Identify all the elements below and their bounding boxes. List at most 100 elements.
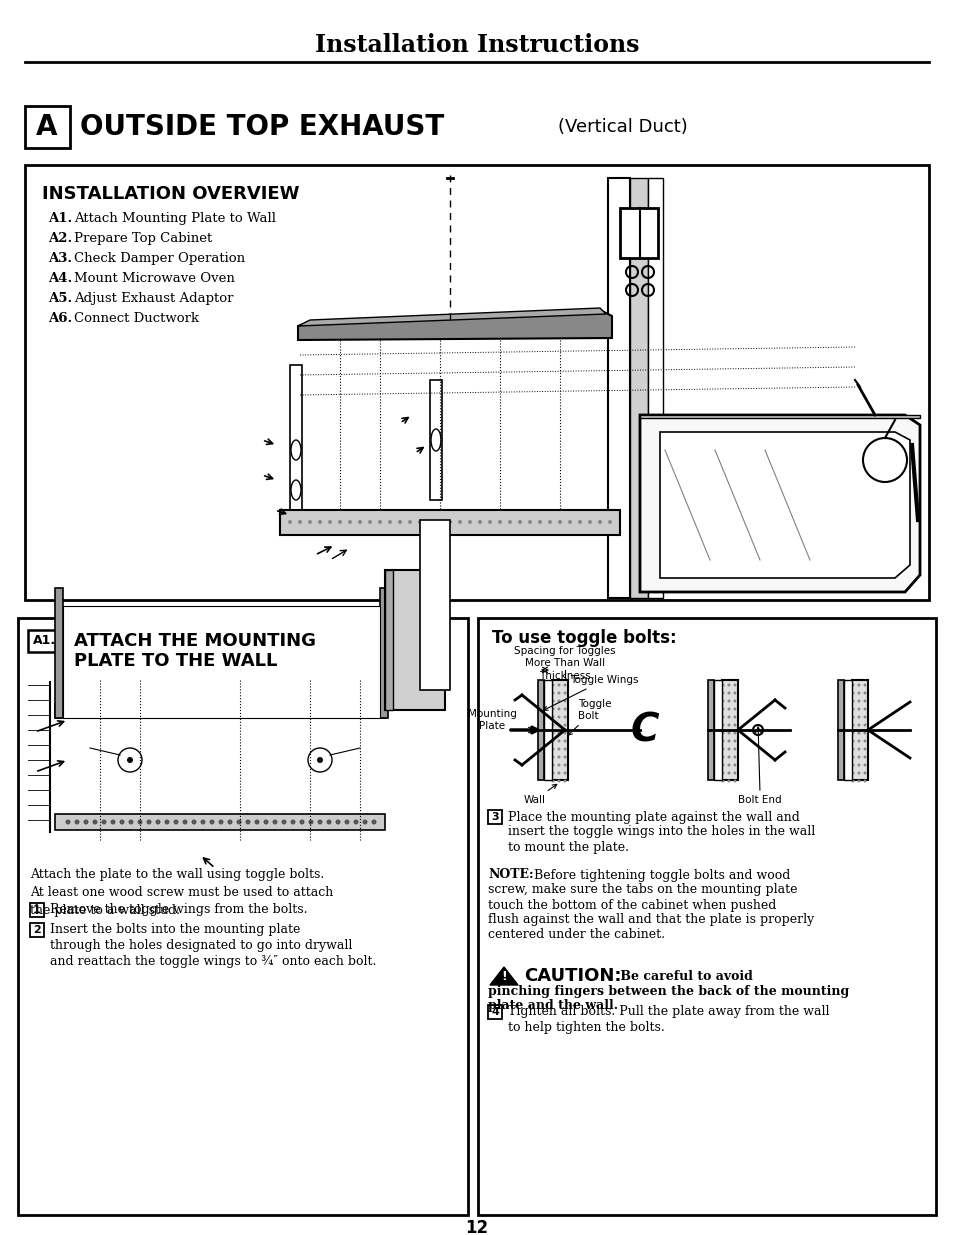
- Text: flush against the wall and that the plate is properly: flush against the wall and that the plat…: [488, 914, 814, 926]
- Circle shape: [720, 756, 723, 758]
- Bar: [543, 680, 552, 781]
- Bar: [290, 366, 302, 520]
- Circle shape: [720, 763, 723, 767]
- Circle shape: [448, 520, 452, 524]
- Ellipse shape: [291, 480, 301, 500]
- Circle shape: [557, 699, 560, 703]
- Circle shape: [851, 692, 854, 694]
- Circle shape: [557, 692, 560, 694]
- Circle shape: [551, 724, 554, 726]
- Circle shape: [857, 763, 860, 767]
- Bar: [851, 680, 867, 781]
- Circle shape: [851, 763, 854, 767]
- Text: A2.: A2.: [48, 232, 72, 245]
- Bar: [843, 680, 851, 781]
- Circle shape: [862, 699, 865, 703]
- Circle shape: [733, 740, 736, 742]
- Circle shape: [720, 779, 723, 783]
- Circle shape: [218, 820, 223, 825]
- Bar: [28, 630, 63, 652]
- Circle shape: [727, 740, 730, 742]
- Circle shape: [164, 820, 170, 825]
- Circle shape: [720, 740, 723, 742]
- Circle shape: [551, 747, 554, 751]
- Text: !: !: [500, 971, 506, 983]
- Text: A1.: A1.: [48, 212, 72, 225]
- Bar: [430, 380, 441, 500]
- Circle shape: [720, 747, 723, 751]
- Circle shape: [862, 763, 865, 767]
- Circle shape: [862, 731, 865, 735]
- Circle shape: [308, 520, 312, 524]
- Text: touch the bottom of the cabinet when pushed: touch the bottom of the cabinet when pus…: [488, 899, 776, 911]
- Circle shape: [862, 715, 865, 719]
- Circle shape: [563, 715, 566, 719]
- Bar: [30, 903, 44, 918]
- Bar: [30, 923, 44, 937]
- Circle shape: [317, 820, 322, 825]
- Circle shape: [563, 779, 566, 783]
- Circle shape: [857, 683, 860, 687]
- Circle shape: [335, 820, 340, 825]
- Text: and reattach the toggle wings to ¾″ onto each bolt.: and reattach the toggle wings to ¾″ onto…: [50, 956, 376, 968]
- Circle shape: [551, 699, 554, 703]
- Circle shape: [733, 731, 736, 735]
- Circle shape: [173, 820, 178, 825]
- Circle shape: [727, 708, 730, 710]
- Circle shape: [92, 820, 97, 825]
- Circle shape: [598, 520, 601, 524]
- Circle shape: [557, 724, 560, 726]
- Text: insert the toggle wings into the holes in the wall: insert the toggle wings into the holes i…: [507, 825, 815, 839]
- Bar: [488, 1005, 501, 1019]
- Polygon shape: [297, 308, 605, 326]
- Text: Toggle
Bolt: Toggle Bolt: [567, 699, 611, 735]
- Circle shape: [317, 520, 322, 524]
- Circle shape: [551, 740, 554, 742]
- Circle shape: [326, 820, 331, 825]
- Circle shape: [851, 731, 854, 735]
- Circle shape: [720, 715, 723, 719]
- Circle shape: [210, 820, 214, 825]
- Circle shape: [357, 520, 361, 524]
- Circle shape: [862, 756, 865, 758]
- Text: Place the mounting plate against the wall and: Place the mounting plate against the wal…: [507, 810, 799, 824]
- Text: 12: 12: [465, 1219, 488, 1235]
- Circle shape: [727, 731, 730, 735]
- Circle shape: [551, 715, 554, 719]
- Circle shape: [227, 820, 233, 825]
- Circle shape: [733, 724, 736, 726]
- Circle shape: [733, 715, 736, 719]
- Circle shape: [551, 708, 554, 710]
- Bar: [647, 178, 662, 598]
- Bar: [619, 207, 658, 258]
- Circle shape: [551, 772, 554, 774]
- Circle shape: [563, 772, 566, 774]
- Text: ATTACH THE MOUNTING: ATTACH THE MOUNTING: [74, 632, 315, 650]
- Circle shape: [733, 763, 736, 767]
- Bar: [419, 520, 450, 690]
- Circle shape: [288, 520, 292, 524]
- Circle shape: [297, 520, 302, 524]
- Bar: [280, 510, 619, 535]
- Circle shape: [563, 731, 566, 735]
- Circle shape: [862, 740, 865, 742]
- Circle shape: [348, 520, 352, 524]
- Bar: [55, 704, 385, 718]
- Text: To use toggle bolts:: To use toggle bolts:: [492, 629, 676, 647]
- Circle shape: [857, 692, 860, 694]
- Circle shape: [563, 756, 566, 758]
- Circle shape: [727, 747, 730, 751]
- Circle shape: [720, 772, 723, 774]
- Circle shape: [368, 520, 372, 524]
- Circle shape: [727, 756, 730, 758]
- Circle shape: [733, 699, 736, 703]
- Circle shape: [192, 820, 196, 825]
- Circle shape: [557, 747, 560, 751]
- Circle shape: [851, 699, 854, 703]
- Circle shape: [857, 747, 860, 751]
- Circle shape: [727, 724, 730, 726]
- Circle shape: [563, 699, 566, 703]
- Circle shape: [551, 692, 554, 694]
- Polygon shape: [639, 415, 919, 592]
- Bar: [537, 680, 543, 781]
